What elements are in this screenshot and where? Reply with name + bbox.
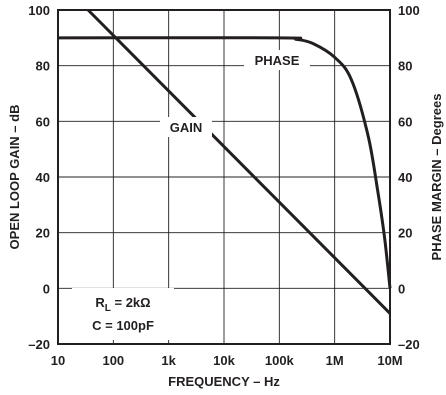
load-resistance-label: RL = 2kΩ xyxy=(95,295,150,314)
bottom-axis-ticks: 10 100 1k 10k 100k 1M 10M xyxy=(51,353,403,368)
x-axis-title: FREQUENCY – Hz xyxy=(168,374,280,389)
phase-series-line xyxy=(57,36,392,289)
rl-main: R xyxy=(95,295,105,310)
x-tick-label: 10M xyxy=(377,353,402,368)
left-y-axis-title: OPEN LOOP GAIN – dB xyxy=(7,105,22,250)
x-tick-label: 100 xyxy=(102,353,124,368)
series-group xyxy=(57,8,392,315)
left-axis-ticks: –20 0 20 40 60 80 100 xyxy=(28,3,50,352)
rl-value: = 2kΩ xyxy=(111,295,151,310)
gain-series-line xyxy=(87,8,392,315)
plot-frame xyxy=(57,9,391,345)
right-y-tick-label: 80 xyxy=(398,59,412,74)
gain-label-background xyxy=(160,117,212,137)
left-y-tick-label: 20 xyxy=(36,226,50,241)
phase-series-label: PHASE xyxy=(255,53,300,68)
load-capacitance-label: C = 100pF xyxy=(92,318,154,333)
x-tick-label: 1M xyxy=(326,353,344,368)
rl-subscript: L xyxy=(105,303,111,314)
phase-label-background xyxy=(244,50,310,70)
left-y-tick-label: 0 xyxy=(43,281,50,296)
x-tick-label: 10 xyxy=(51,353,65,368)
left-y-tick-label: 60 xyxy=(36,114,50,129)
right-y-tick-label: 100 xyxy=(398,3,420,18)
left-y-tick-label: 40 xyxy=(36,170,50,185)
right-y-tick-label: 40 xyxy=(398,170,412,185)
right-y-tick-label: –20 xyxy=(398,337,420,352)
right-axis-ticks: –20 0 20 40 60 80 100 xyxy=(398,3,420,352)
right-y-tick-label: 0 xyxy=(398,281,405,296)
right-y-axis-title: PHASE MARGIN – Degrees xyxy=(429,94,444,261)
x-tick-label: 10k xyxy=(213,353,235,368)
conditions-box-background xyxy=(72,288,174,340)
x-tick-label: 100k xyxy=(265,353,295,368)
right-y-tick-label: 20 xyxy=(398,226,412,241)
right-y-tick-label: 60 xyxy=(398,114,412,129)
left-y-tick-label: 80 xyxy=(36,59,50,74)
left-y-tick-label: –20 xyxy=(28,337,50,352)
left-y-tick-label: 100 xyxy=(28,3,50,18)
gain-series-label: GAIN xyxy=(170,120,203,135)
x-tick-label: 1k xyxy=(161,353,176,368)
